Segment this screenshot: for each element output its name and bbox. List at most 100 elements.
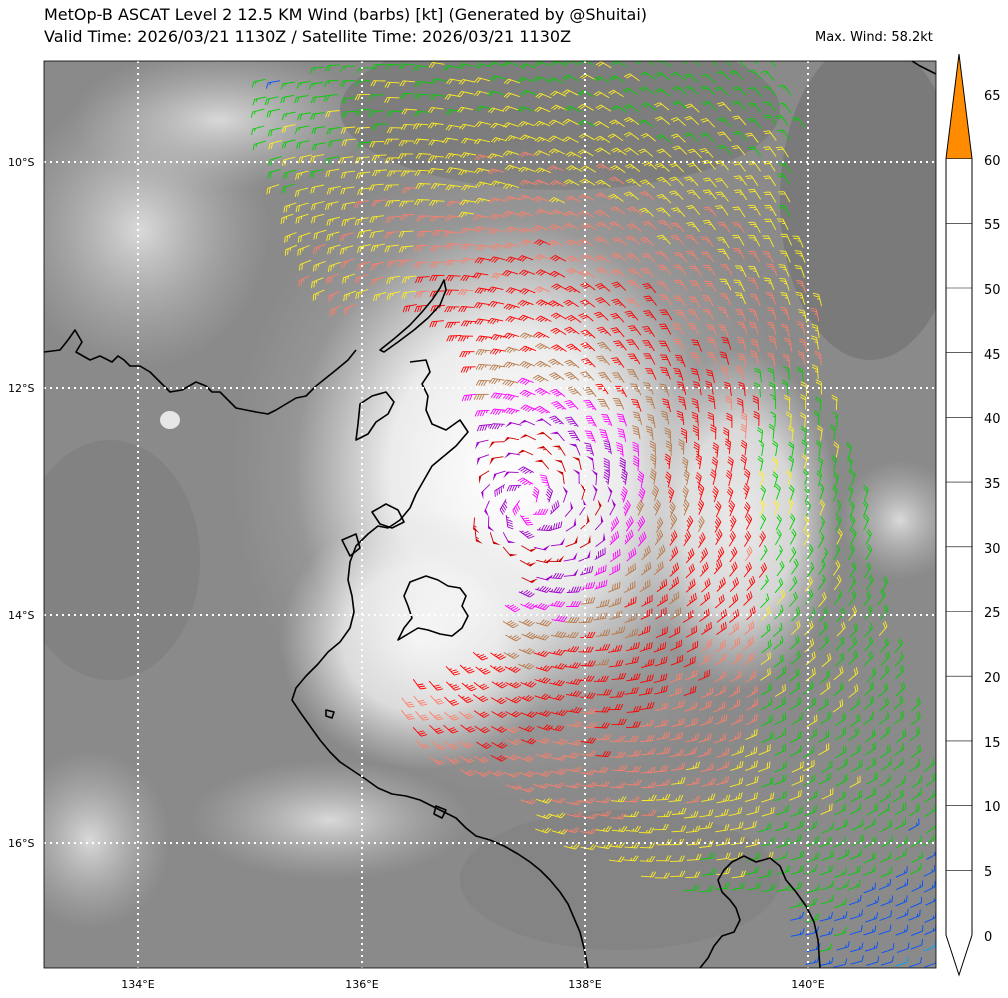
wind-barb <box>817 456 824 473</box>
wind-barb <box>639 642 653 652</box>
wind-barb <box>585 455 595 471</box>
wind-barb <box>612 398 625 410</box>
wind-barb <box>654 116 670 125</box>
wind-barb <box>670 72 686 81</box>
wind-barb <box>430 183 447 190</box>
wind-barb <box>778 264 790 277</box>
wind-barb <box>551 738 568 745</box>
wind-barb <box>731 870 746 879</box>
wind-barb <box>714 639 726 653</box>
wind-barb <box>714 808 729 818</box>
wind-barb <box>789 576 798 592</box>
wind-barb <box>761 639 772 654</box>
wind-barb <box>539 474 550 488</box>
wind-barb <box>370 261 385 271</box>
wind-barb <box>475 363 492 371</box>
wind-barb <box>445 184 462 191</box>
wind-barb <box>458 740 474 749</box>
wind-barb <box>684 103 700 113</box>
wind-barb <box>638 486 646 503</box>
wind-barb <box>266 108 281 118</box>
wind-barb <box>623 855 639 862</box>
wind-barb <box>565 151 582 158</box>
wind-barb <box>720 264 733 276</box>
wind-barb <box>520 798 537 805</box>
wind-barb <box>598 372 612 383</box>
wind-barb <box>704 280 717 293</box>
wind-barb <box>762 235 775 248</box>
wind-barb <box>535 418 552 426</box>
wind-barb <box>687 162 702 173</box>
wind-barb <box>671 825 687 833</box>
wind-barb <box>673 367 684 381</box>
wind-barb <box>729 561 738 577</box>
wind-barb <box>647 413 656 428</box>
wind-barb <box>565 239 582 247</box>
colorbar-label-35: 35 <box>984 477 1001 492</box>
wind-barb <box>642 326 655 337</box>
wind-barb <box>736 336 747 351</box>
wind-barb <box>595 797 611 804</box>
wind-barb <box>641 781 657 789</box>
wind-barb <box>295 170 309 180</box>
wind-barb <box>782 353 791 368</box>
wind-barb <box>806 883 820 894</box>
wind-barb <box>252 140 266 151</box>
wind-barb <box>804 638 815 653</box>
wind-barb <box>626 673 641 682</box>
wind-barb <box>385 63 401 70</box>
wind-barb <box>608 856 625 863</box>
wind-barb <box>551 615 568 623</box>
wind-barb <box>442 137 459 144</box>
coastline-groote-eylandt <box>397 575 469 641</box>
wind-barb <box>548 782 565 789</box>
wind-barb <box>642 283 657 294</box>
wind-barb <box>626 222 642 232</box>
wind-barb <box>474 318 491 325</box>
wind-barb <box>384 244 399 253</box>
wind-barb <box>712 442 719 458</box>
wind-barb <box>669 501 676 518</box>
colorbar-label-45: 45 <box>984 348 1001 363</box>
wind-barb <box>549 797 566 804</box>
title-line-1: MetOp-B ASCAT Level 2 12.5 KM Wind (barb… <box>44 5 648 24</box>
wind-barb <box>790 928 805 937</box>
colorbar-label-10: 10 <box>984 800 1001 815</box>
wind-barb <box>729 821 744 831</box>
wind-barb <box>491 726 507 733</box>
wind-barb <box>609 548 621 563</box>
wind-barb <box>818 559 826 576</box>
wind-barb <box>715 775 730 786</box>
wind-barb <box>460 243 477 250</box>
wind-barb <box>476 105 493 112</box>
wind-barb <box>659 383 670 397</box>
wind-barb <box>910 835 922 848</box>
wind-barb <box>757 427 764 443</box>
wind-barb <box>748 250 761 263</box>
wind-barb <box>548 372 565 381</box>
wind-barb <box>818 943 833 953</box>
wind-barb <box>535 752 552 759</box>
wind-barb <box>593 675 609 682</box>
wind-barb <box>460 152 477 159</box>
wind-barb <box>607 133 624 142</box>
wind-barb <box>762 86 777 97</box>
wind-barb <box>445 109 462 115</box>
wind-barb <box>743 468 751 485</box>
wind-barb <box>849 469 856 486</box>
wind-barb <box>673 295 686 307</box>
wind-barb <box>594 135 611 143</box>
wind-barb <box>517 77 534 83</box>
wind-barb <box>580 750 597 757</box>
wind-barb <box>863 925 877 936</box>
wind-barb <box>505 315 522 323</box>
wind-barb <box>729 637 741 651</box>
wind-barb <box>267 168 281 179</box>
coastline-island-3 <box>341 533 361 557</box>
wind-barb <box>548 119 565 126</box>
wind-barb <box>658 323 672 335</box>
wind-barb <box>624 796 640 803</box>
wind-barb <box>631 398 642 412</box>
wind-barb <box>297 112 312 121</box>
wind-barb <box>562 74 579 82</box>
